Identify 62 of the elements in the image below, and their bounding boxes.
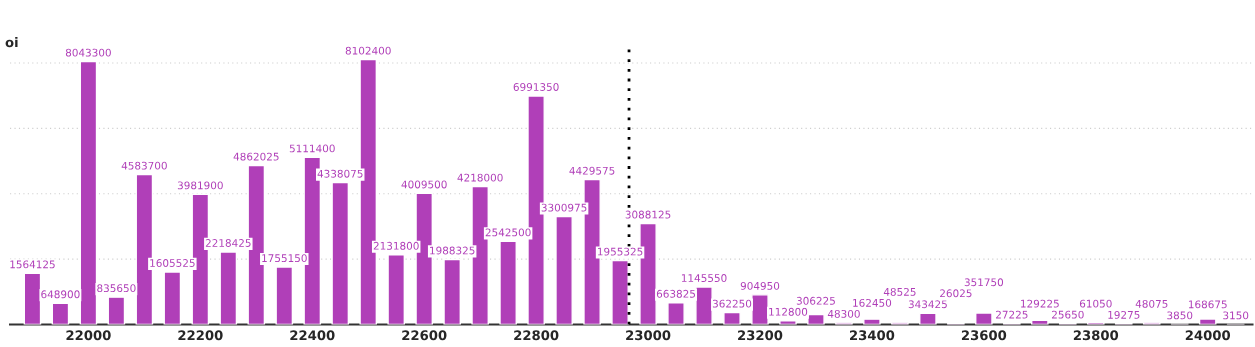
data-label: 1145550 bbox=[681, 274, 727, 282]
bar bbox=[1198, 318, 1217, 325]
data-label: 48525 bbox=[883, 287, 916, 296]
data-label: 168675 bbox=[1188, 300, 1227, 309]
data-label: 3088125 bbox=[625, 210, 671, 219]
data-label: 2131800 bbox=[373, 241, 419, 250]
x-tick-label: 23400 bbox=[850, 330, 895, 341]
data-label: 8043300 bbox=[65, 48, 111, 57]
bar bbox=[863, 318, 881, 325]
y-axis-title: oi bbox=[5, 36, 18, 48]
data-label: 4862025 bbox=[233, 152, 279, 161]
data-label: 2218425 bbox=[205, 239, 251, 247]
data-label: 3300975 bbox=[541, 203, 587, 212]
data-label: 27225 bbox=[996, 310, 1028, 319]
data-label: 1564125 bbox=[10, 260, 55, 269]
data-label: 61050 bbox=[1079, 299, 1112, 308]
x-tick-label: 22000 bbox=[66, 330, 111, 341]
data-label: 351750 bbox=[964, 278, 1004, 287]
data-label: 4583700 bbox=[121, 161, 167, 170]
data-label: 8102400 bbox=[345, 46, 391, 55]
data-label: 112800 bbox=[769, 307, 808, 316]
data-label: 1605525 bbox=[150, 259, 195, 267]
x-tick-label: 23000 bbox=[626, 330, 671, 341]
data-label: 5111400 bbox=[289, 144, 335, 153]
data-label: 26025 bbox=[940, 289, 972, 298]
data-label: 663825 bbox=[656, 289, 696, 298]
x-tick-label: 24000 bbox=[1185, 330, 1231, 341]
data-label: 25650 bbox=[1052, 310, 1084, 319]
data-label: 1955325 bbox=[598, 247, 643, 256]
data-label: 48075 bbox=[1135, 299, 1168, 308]
data-label: 835650 bbox=[97, 284, 136, 293]
data-label: 362250 bbox=[712, 299, 752, 308]
data-label: 3150 bbox=[1223, 311, 1249, 320]
data-label: 343425 bbox=[908, 300, 947, 309]
x-tick-label: 23800 bbox=[1073, 330, 1119, 341]
bar bbox=[975, 312, 993, 325]
x-tick-label: 23600 bbox=[961, 330, 1007, 341]
data-label: 4338075 bbox=[317, 169, 363, 178]
data-label: 2542500 bbox=[485, 228, 531, 237]
data-label: 4429575 bbox=[569, 166, 615, 175]
data-label: 3981900 bbox=[177, 181, 223, 190]
x-tick-label: 22800 bbox=[514, 330, 559, 341]
x-tick-label: 23200 bbox=[738, 330, 783, 341]
bar bbox=[51, 302, 70, 325]
data-label: 1988325 bbox=[430, 246, 475, 255]
x-tick-label: 22400 bbox=[290, 330, 335, 341]
data-label: 1755150 bbox=[262, 254, 307, 263]
data-label: 19275 bbox=[1108, 310, 1140, 319]
data-label: 3850 bbox=[1167, 311, 1193, 320]
data-label: 48300 bbox=[827, 309, 860, 318]
bar bbox=[919, 312, 937, 325]
bar bbox=[499, 240, 517, 325]
data-label: 4218000 bbox=[457, 173, 503, 182]
data-label: 162450 bbox=[853, 298, 892, 307]
x-tick-label: 22200 bbox=[178, 330, 223, 341]
data-label: 306225 bbox=[796, 296, 835, 305]
data-label: 4009500 bbox=[401, 180, 447, 189]
data-label: 648900 bbox=[41, 290, 80, 299]
data-label: 129225 bbox=[1021, 299, 1059, 308]
x-tick-label: 22600 bbox=[402, 330, 447, 341]
data-label: 904950 bbox=[740, 281, 780, 290]
data-label: 6991350 bbox=[513, 83, 559, 91]
